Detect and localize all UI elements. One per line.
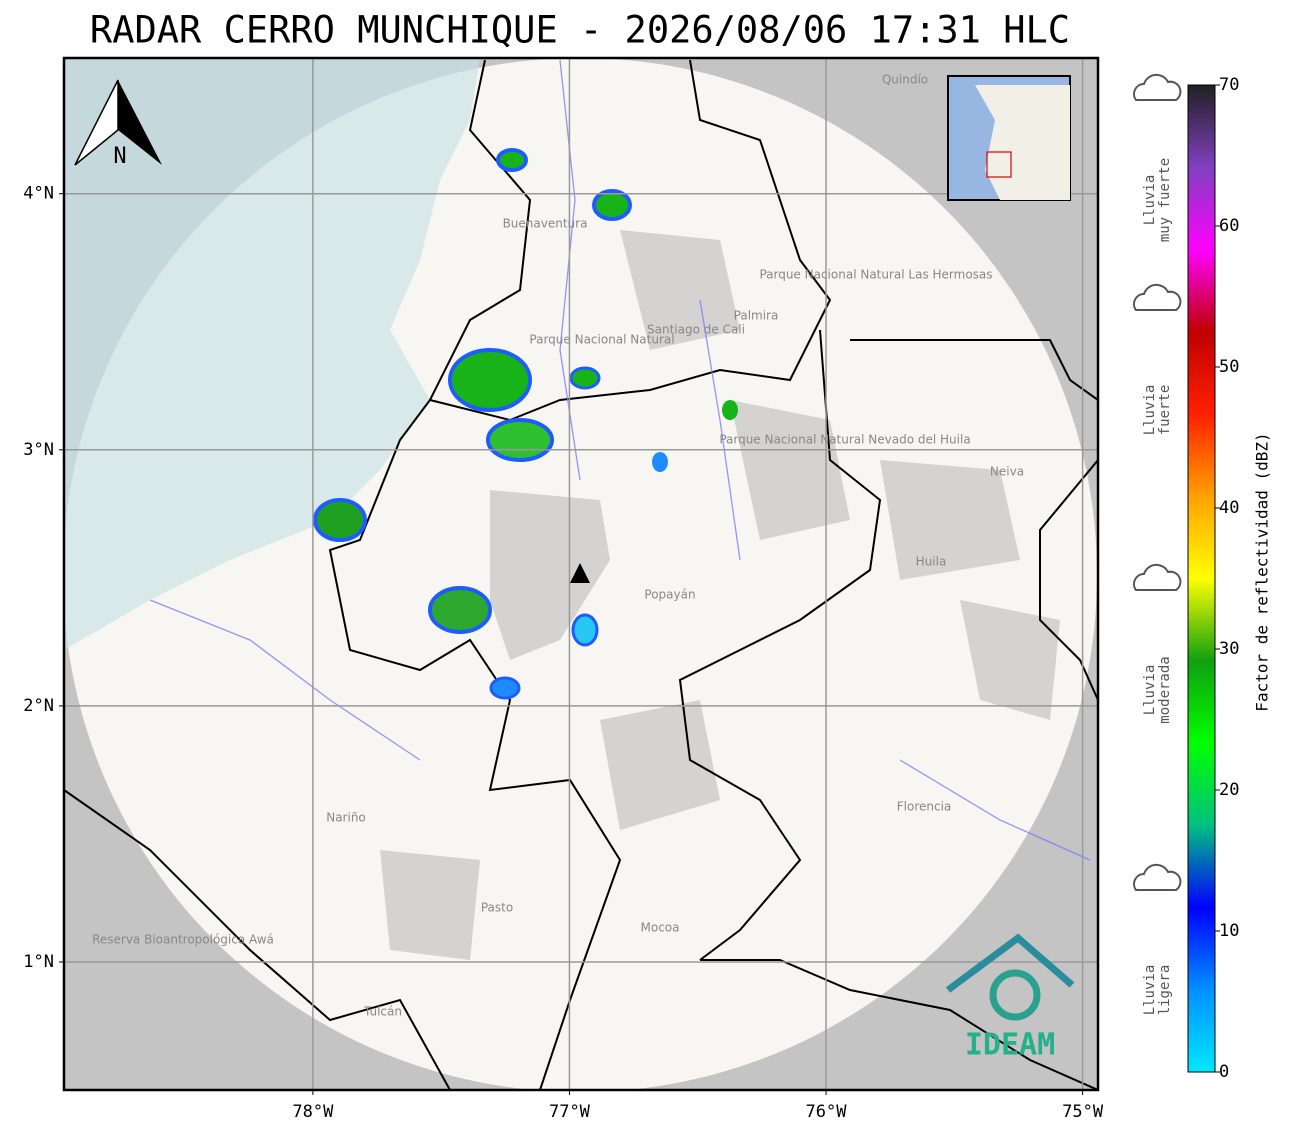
y-tick-label: 1°N [23, 952, 54, 972]
x-tick-label: 78°W [292, 1102, 334, 1122]
place-label: Pasto [481, 901, 513, 915]
ocean-inner [64, 58, 480, 650]
colorbar-tick-label: 40 [1219, 498, 1239, 518]
logo-text: IDEAM [965, 1028, 1055, 1063]
radar-echoes [313, 148, 738, 700]
cloud [1133, 73, 1182, 101]
place-label: Nariño [326, 811, 366, 825]
rain-label: ligera [1157, 965, 1173, 1016]
place-label: Tulcán [363, 1005, 402, 1019]
axes: 78°W 77°W 76°W 75°W 1°N 2°N 3°N 4°N [23, 184, 1104, 1122]
colorbar-label: Factor de reflectividad (dBZ) [1253, 432, 1272, 711]
place-label: Parque Nacional Natural [529, 333, 674, 347]
place-label: Palmira [734, 309, 779, 323]
cloud [1133, 283, 1182, 311]
cloud [1133, 863, 1182, 891]
watersheds [380, 230, 1060, 960]
place-label: Santiago de Cali [647, 323, 745, 337]
graticule [64, 58, 1098, 1090]
x-tick-label: 76°W [806, 1102, 848, 1122]
place-label: Buenaventura [503, 217, 588, 231]
rain-label: muy fuerte [1157, 158, 1173, 242]
logo: IDEAM [945, 933, 1075, 1063]
y-tick-label: 2°N [23, 696, 54, 716]
rain-icon [1133, 73, 1182, 101]
place-label: Neiva [990, 465, 1024, 479]
colorbar-tick-label: 20 [1219, 780, 1239, 800]
rain-icon [1133, 863, 1182, 891]
cloud [1133, 563, 1182, 591]
x-tick-label: 77°W [549, 1102, 591, 1122]
place-label: Quindío [882, 73, 928, 87]
place-label: Huila [916, 555, 947, 569]
rain-icon [1133, 563, 1182, 591]
x-tick-label: 75°W [1062, 1102, 1104, 1122]
place-label: Popayán [644, 588, 695, 602]
rain-label: Lluvia [1142, 965, 1158, 1016]
colorbar-tick-label: 70 [1219, 75, 1239, 95]
colorbar-tick-label: 30 [1219, 639, 1239, 659]
inset-map [947, 75, 1071, 201]
colorbar-tick-label: 60 [1219, 216, 1239, 236]
colorbar-tick-label: 10 [1219, 921, 1239, 941]
borders [64, 59, 1098, 1090]
rain-label: fuerte [1157, 385, 1173, 436]
colorbar-tick-label: 50 [1219, 357, 1239, 377]
place-label: Parque Nacional Natural Nevado del Huila [719, 433, 970, 447]
place-label: Parque Nacional Natural Las Hermosas [759, 268, 992, 282]
north-label: N [113, 144, 126, 169]
map-frame [62, 56, 1100, 1092]
rain-label: moderada [1157, 656, 1173, 723]
place-label: Reserva Bioantropológica Awá [92, 933, 274, 947]
place-label: Mocoa [641, 921, 680, 935]
rain-label: Lluvia [1142, 175, 1158, 226]
colorbar-tick-label: 0 [1219, 1062, 1229, 1082]
north-arrow: N [74, 79, 162, 169]
title: RADAR CERRO MUNCHIQUE - 2026/08/06 17:31… [90, 9, 1070, 52]
radar-site [570, 563, 590, 583]
y-tick-label: 4°N [23, 184, 54, 204]
colorbar-axis: 0 10 20 30 40 50 60 70 [1215, 75, 1239, 1082]
rain-icon [1133, 283, 1182, 311]
place-label: Florencia [897, 800, 952, 814]
colorbar [1187, 84, 1216, 1073]
y-tick-label: 3°N [23, 440, 54, 460]
rain-label: Lluvia [1142, 385, 1158, 436]
rain-label: Lluvia [1142, 665, 1158, 716]
